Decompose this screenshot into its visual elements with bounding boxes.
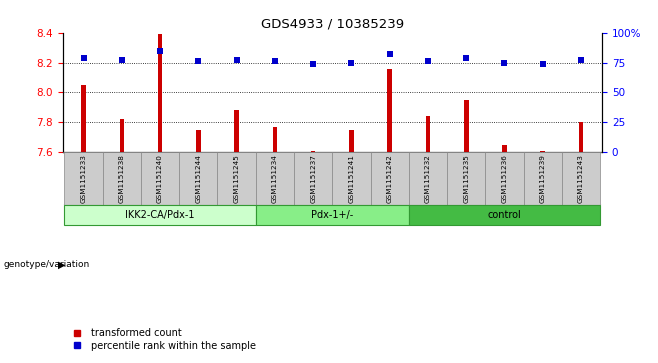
Bar — [81, 85, 86, 152]
Title: GDS4933 / 10385239: GDS4933 / 10385239 — [261, 17, 404, 30]
Point — [308, 61, 318, 67]
Bar — [388, 69, 392, 152]
Point — [422, 58, 433, 64]
Bar — [103, 152, 141, 205]
Bar — [332, 152, 370, 205]
Bar — [256, 152, 294, 205]
Point — [232, 57, 242, 63]
Bar — [349, 130, 354, 152]
Legend: transformed count, percentile rank within the sample: transformed count, percentile rank withi… — [67, 328, 256, 351]
Bar — [234, 110, 239, 152]
Point — [155, 48, 165, 53]
Text: GSM1151242: GSM1151242 — [387, 154, 393, 203]
Text: GSM1151232: GSM1151232 — [425, 154, 431, 203]
Point — [116, 57, 127, 63]
Bar — [409, 205, 600, 225]
Bar — [540, 151, 545, 152]
Point — [499, 60, 510, 65]
Bar — [256, 205, 409, 225]
Text: GSM1151244: GSM1151244 — [195, 154, 201, 203]
Text: GSM1151238: GSM1151238 — [119, 154, 125, 203]
Point — [346, 60, 357, 65]
Point — [538, 61, 548, 67]
Bar — [179, 152, 218, 205]
Text: GSM1151237: GSM1151237 — [310, 154, 316, 203]
Text: GSM1151241: GSM1151241 — [349, 154, 355, 203]
Bar — [294, 152, 332, 205]
Bar — [447, 152, 486, 205]
Text: GSM1151236: GSM1151236 — [501, 154, 507, 203]
Bar — [272, 127, 277, 152]
Point — [270, 58, 280, 64]
Bar — [502, 145, 507, 152]
Point — [193, 58, 203, 64]
Point — [78, 55, 89, 61]
Bar — [426, 116, 430, 152]
Bar — [64, 205, 256, 225]
Text: GSM1151233: GSM1151233 — [80, 154, 87, 203]
Bar — [141, 152, 179, 205]
Text: GSM1151245: GSM1151245 — [234, 154, 240, 203]
Text: GSM1151239: GSM1151239 — [540, 154, 545, 203]
Bar — [120, 119, 124, 152]
Bar — [562, 152, 600, 205]
Text: IKK2-CA/Pdx-1: IKK2-CA/Pdx-1 — [125, 210, 195, 220]
Bar — [64, 152, 103, 205]
Text: GSM1151234: GSM1151234 — [272, 154, 278, 203]
Point — [461, 55, 472, 61]
Bar — [158, 34, 163, 152]
Bar — [579, 122, 584, 152]
Point — [576, 57, 586, 63]
Point — [384, 51, 395, 57]
Bar — [311, 151, 315, 152]
Bar — [409, 152, 447, 205]
Text: GSM1151243: GSM1151243 — [578, 154, 584, 203]
Bar — [486, 152, 524, 205]
Bar — [464, 100, 468, 152]
Text: Pdx-1+/-: Pdx-1+/- — [311, 210, 353, 220]
Bar — [370, 152, 409, 205]
Text: control: control — [488, 210, 521, 220]
Text: GSM1151235: GSM1151235 — [463, 154, 469, 203]
Text: genotype/variation: genotype/variation — [3, 261, 89, 269]
Bar — [196, 130, 201, 152]
Text: GSM1151240: GSM1151240 — [157, 154, 163, 203]
Bar — [524, 152, 562, 205]
Bar — [218, 152, 256, 205]
Text: ▶: ▶ — [58, 260, 65, 270]
